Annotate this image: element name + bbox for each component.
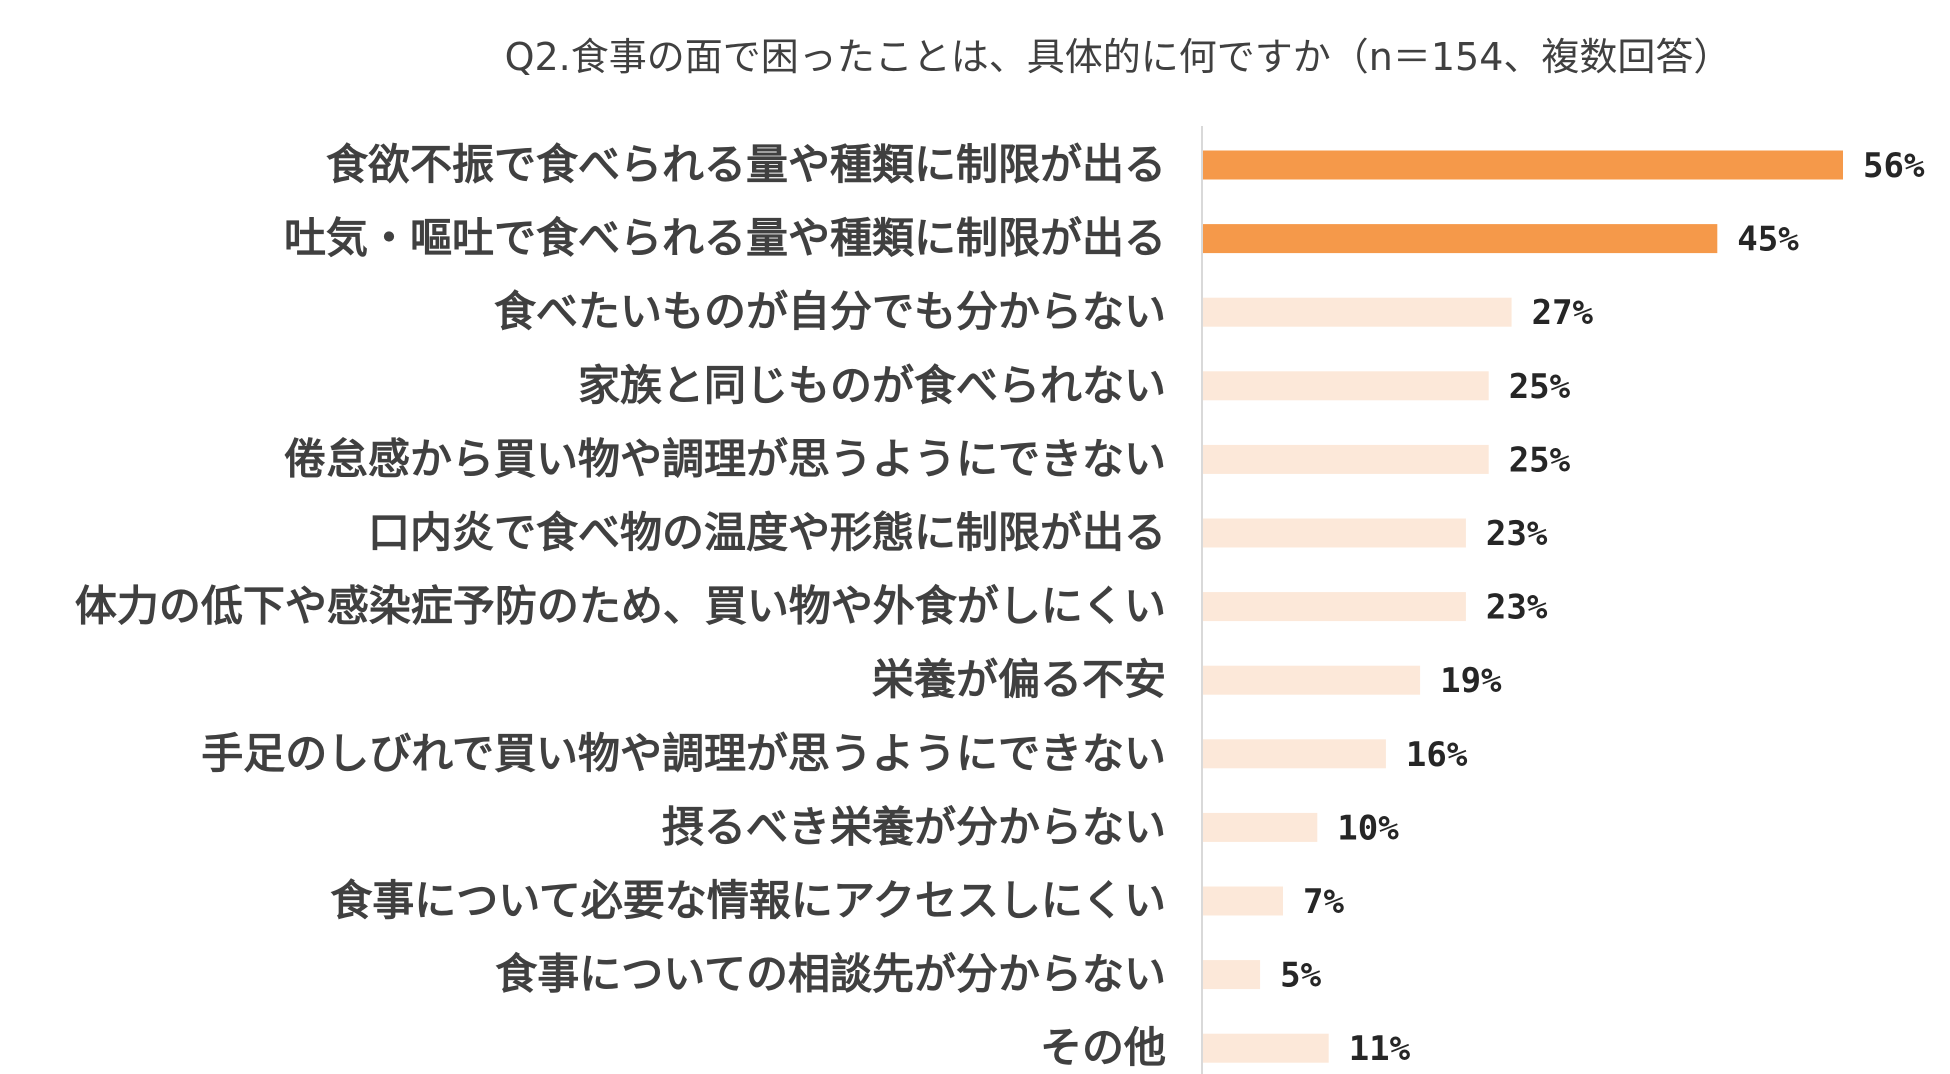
bar-8	[1203, 665, 1421, 695]
value-label-6: 23%	[1486, 514, 1548, 554]
category-label-4: 家族と同じものが食べられない	[578, 361, 1166, 410]
value-label-2: 45%	[1737, 220, 1799, 260]
bar-5	[1203, 444, 1489, 474]
value-label-11: 7%	[1303, 882, 1344, 922]
bar-1	[1203, 150, 1843, 180]
bar-2	[1203, 224, 1718, 254]
category-label-6: 口内炎で食べ物の温度や形態に制限が出る	[368, 508, 1166, 557]
category-label-2: 吐気・嘔吐で食べられる量や種類に制限が出る	[284, 214, 1166, 263]
bar-11	[1203, 886, 1283, 916]
category-label-9: 手足のしびれで買い物や調理が思うようにできない	[201, 729, 1166, 778]
value-label-12: 5%	[1280, 956, 1321, 996]
category-label-13: その他	[1040, 1023, 1166, 1072]
bar-12	[1203, 960, 1261, 990]
value-label-9: 16%	[1406, 735, 1468, 775]
value-label-7: 23%	[1486, 588, 1548, 628]
bar-7	[1203, 592, 1466, 622]
category-label-3: 食べたいものが自分でも分からない	[494, 287, 1166, 336]
bar-13	[1203, 1033, 1329, 1063]
category-labels-group: 食欲不振で食べられる量や種類に制限が出る吐気・嘔吐で食べられる量や種類に制限が出…	[75, 140, 1166, 1072]
bar-4	[1203, 371, 1489, 401]
bar-10	[1203, 812, 1318, 842]
value-label-4: 25%	[1509, 367, 1571, 407]
bars-group	[1203, 150, 1843, 1063]
value-labels-group: 56% 45% 27% 25% 25% 23% 23% 19% 16%10% 7% 5% 11%	[1280, 146, 1925, 1069]
value-label-1: 56%	[1863, 146, 1925, 186]
value-label-3: 27%	[1532, 293, 1594, 333]
category-label-7: 体力の低下や感染症予防のため、買い物や外食がしにくい	[75, 582, 1166, 631]
category-label-10: 摂るべき栄養が分からない	[662, 802, 1166, 851]
bar-9	[1203, 739, 1386, 769]
value-label-13: 11%	[1349, 1029, 1411, 1069]
category-label-1: 食欲不振で食べられる量や種類に制限が出る	[326, 140, 1166, 189]
value-label-10: 10%	[1337, 808, 1399, 848]
category-label-8: 栄養が偏る不安	[872, 655, 1166, 704]
value-label-8: 19%	[1440, 661, 1502, 701]
chart-title: Q2.食事の面で困ったことは、具体的に何ですか（n＝154、複数回答）	[505, 35, 1732, 79]
value-label-5: 25%	[1509, 440, 1571, 480]
bar-3	[1203, 297, 1512, 327]
category-label-5: 倦怠感から買い物や調理が思うようにできない	[284, 434, 1166, 483]
category-label-12: 食事についての相談先が分からない	[495, 950, 1166, 999]
category-label-11: 食事について必要な情報にアクセスしにくい	[330, 876, 1166, 925]
bar-6	[1203, 518, 1466, 548]
